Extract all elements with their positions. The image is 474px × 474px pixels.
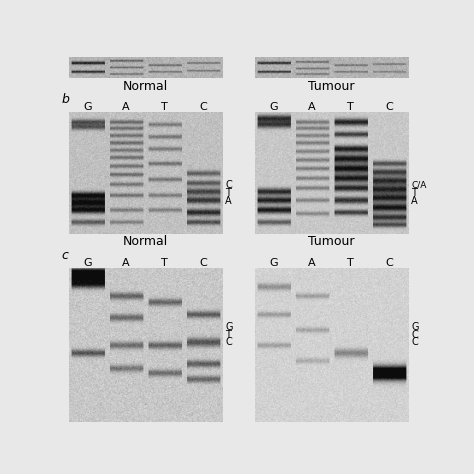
Text: T: T — [225, 188, 231, 198]
Text: A: A — [308, 102, 316, 112]
Text: A: A — [308, 258, 316, 268]
Text: G: G — [269, 102, 278, 112]
Text: G: G — [225, 322, 233, 332]
Text: A: A — [122, 102, 130, 112]
Text: G: G — [411, 322, 419, 332]
Text: C: C — [385, 258, 392, 268]
Text: Tumour: Tumour — [308, 80, 355, 92]
Text: T: T — [347, 258, 354, 268]
Text: Tumour: Tumour — [308, 235, 355, 248]
Text: T: T — [225, 329, 231, 339]
Text: C: C — [199, 102, 207, 112]
Text: b: b — [62, 93, 70, 106]
Text: T: T — [161, 258, 168, 268]
Text: A: A — [225, 196, 232, 206]
Text: A: A — [122, 258, 130, 268]
Text: Normal: Normal — [123, 235, 168, 248]
Text: C: C — [225, 180, 232, 191]
Text: T: T — [347, 102, 354, 112]
Text: C: C — [199, 258, 207, 268]
Text: C/A: C/A — [411, 181, 427, 190]
Text: C: C — [411, 329, 418, 339]
Text: G: G — [83, 102, 92, 112]
Text: Normal: Normal — [123, 80, 168, 92]
Text: G: G — [269, 258, 278, 268]
Text: A: A — [411, 196, 418, 206]
Text: c: c — [62, 249, 68, 262]
Text: C: C — [225, 337, 232, 347]
Text: T: T — [161, 102, 168, 112]
Text: C: C — [385, 102, 392, 112]
Text: G: G — [83, 258, 92, 268]
Text: C: C — [411, 337, 418, 347]
Text: T: T — [411, 188, 417, 198]
